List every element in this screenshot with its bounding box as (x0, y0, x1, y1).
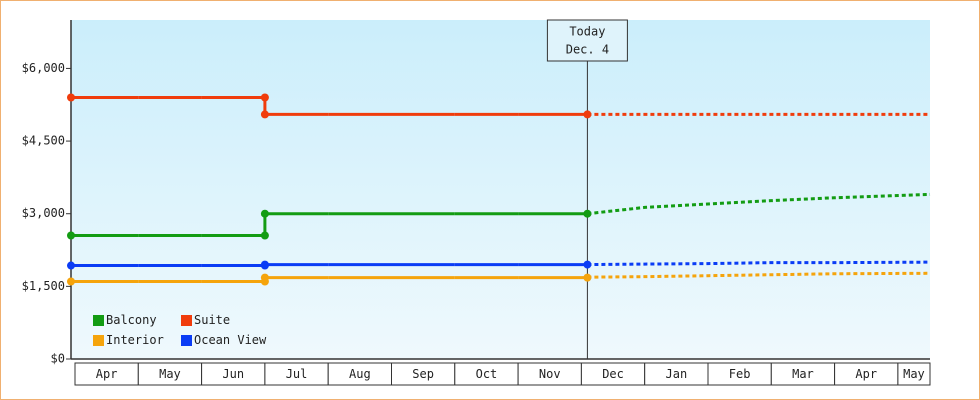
legend-swatch (181, 315, 192, 326)
x-tick-label: Sep (412, 367, 434, 381)
x-tick-label: Oct (476, 367, 498, 381)
legend-label: Ocean View (194, 333, 267, 347)
legend-label: Interior (106, 333, 164, 347)
today-box (546, 19, 628, 62)
legend-swatch (93, 335, 104, 346)
point (260, 93, 269, 102)
y-tick-label: $4,500 (22, 134, 65, 148)
x-tick-label: May (903, 367, 925, 381)
annotation: Today (569, 25, 605, 39)
plot-area (71, 20, 930, 359)
series (67, 192, 931, 240)
point (260, 273, 269, 282)
x-tick-label: Jan (666, 367, 688, 381)
point (583, 273, 592, 282)
x-tick-label: Jun (222, 367, 244, 381)
y-tick-label: $1,500 (22, 279, 65, 293)
legend-label: Balcony (106, 313, 157, 327)
x-tick-label: Apr (96, 367, 118, 381)
point (260, 231, 269, 240)
point (67, 277, 75, 286)
legend-swatch (181, 335, 192, 346)
x-tick-label: Feb (729, 367, 751, 381)
point (67, 261, 75, 270)
y-tick-label: $3,000 (22, 206, 65, 220)
series (67, 93, 930, 119)
x-tick-label: Jul (286, 367, 308, 381)
point (67, 93, 75, 102)
point (583, 260, 592, 269)
x-tick-label: Dec (602, 367, 624, 381)
x-tick-label: Mar (792, 367, 814, 381)
x-tick-label: Nov (539, 367, 561, 381)
annotation: Dec. 4 (566, 43, 609, 57)
legend-label: Suite (194, 313, 230, 327)
point (67, 231, 75, 240)
point (260, 209, 269, 218)
legend-swatch (93, 315, 104, 326)
x-tick-label: May (159, 367, 181, 381)
series (67, 260, 931, 270)
series (67, 271, 931, 286)
point (260, 260, 269, 269)
point (583, 110, 592, 119)
point (583, 209, 592, 218)
x-tick-label: Aug (349, 367, 371, 381)
y-tick-label: $6,000 (22, 61, 65, 75)
month-box (897, 362, 931, 386)
point (260, 110, 269, 119)
x-tick-label: Apr (855, 367, 877, 381)
y-tick-label: $0 (51, 352, 65, 366)
